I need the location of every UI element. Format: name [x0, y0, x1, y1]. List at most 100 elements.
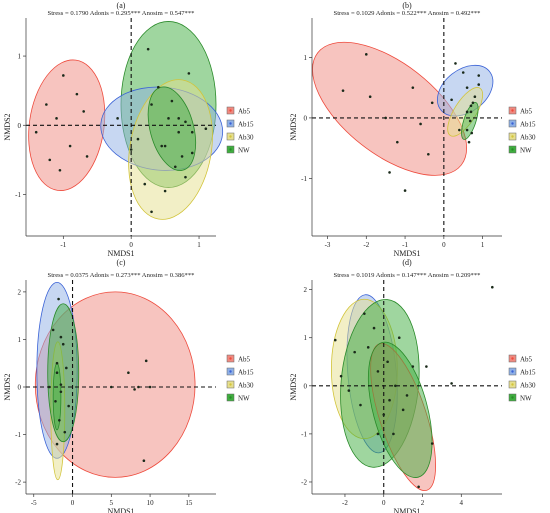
data-point-ab5: [430, 101, 434, 105]
data-point-nw: [55, 371, 59, 375]
data-point-ab30: [150, 210, 153, 214]
legend-label: Ab5: [238, 108, 251, 116]
data-point-ab5: [148, 385, 152, 389]
data-point-nw: [386, 360, 389, 364]
x-tick-label: 4: [460, 499, 464, 507]
data-point-ab30: [163, 189, 167, 193]
data-point-ab5: [491, 285, 494, 289]
y-axis-label: NMDS2: [3, 373, 12, 400]
data-point-nw: [63, 430, 67, 434]
data-point-ab5: [388, 171, 391, 174]
y-tick-label: 1: [18, 53, 22, 61]
x-tick-label: 0: [442, 241, 446, 249]
data-point-ab5: [110, 385, 113, 389]
data-point-ab15: [376, 370, 380, 373]
data-point-nw: [382, 413, 386, 416]
panel-label: (d): [402, 258, 412, 267]
x-tick-label: 0: [71, 499, 75, 507]
data-point-nw: [397, 336, 401, 340]
x-tick-label: 0: [129, 241, 133, 249]
x-tick-label: -5: [31, 499, 37, 507]
x-tick-label: -2: [363, 241, 369, 249]
data-point-nw: [405, 394, 409, 397]
y-tick-label: -1: [15, 431, 21, 439]
legend-label: Ab30: [238, 134, 254, 142]
data-point-ab15: [59, 335, 63, 339]
data-point-ab5: [425, 365, 428, 368]
y-tick-label: 1: [304, 54, 308, 62]
data-point-nw: [468, 119, 472, 123]
data-point-nw: [67, 404, 70, 408]
panel-a: (a)Stress = 0.1790 Adonis = 0.295*** Ano…: [3, 1, 254, 258]
data-point-ab30: [333, 338, 337, 342]
data-point-ab30: [54, 399, 57, 403]
x-tick-label: -1: [60, 241, 66, 249]
legend: Ab5 Ab15 Ab30 NW: [508, 106, 536, 155]
y-tick-label: -2: [15, 479, 21, 487]
y-tick-label: -1: [301, 430, 307, 438]
data-point-ab5: [55, 117, 58, 120]
legend-label: Ab30: [238, 382, 254, 390]
legend-dot-ab30: [229, 135, 232, 138]
data-point-ab5: [403, 189, 407, 192]
legend-dot-ab5: [511, 109, 514, 112]
data-point-ab5: [411, 86, 415, 89]
ellipse-nw: [147, 86, 197, 171]
x-axis-label: NMDS1: [393, 507, 420, 513]
data-point-nw: [471, 101, 475, 105]
data-point-ab5: [137, 385, 140, 389]
data-point-nw: [366, 346, 370, 349]
legend-dot-ab5: [229, 109, 232, 112]
data-point-ab30: [55, 442, 59, 446]
data-point-ab15: [388, 398, 391, 402]
legend-dot-nw: [229, 396, 232, 399]
data-point-nw: [157, 85, 160, 89]
data-point-ab15: [477, 74, 481, 77]
legend-label: Ab15: [520, 369, 536, 377]
data-point-ab5: [34, 130, 38, 134]
data-point-ab30: [347, 389, 351, 392]
legend-dot-nw: [511, 148, 514, 151]
data-point-nw: [187, 72, 191, 75]
legend-dot-ab15: [229, 122, 232, 125]
panel-d: (d) Stress = 0.1019 Adonis = 0.147*** Ano…: [289, 258, 536, 513]
data-point-ab5: [368, 95, 372, 99]
data-point-nw: [376, 432, 380, 436]
legend-label: NW: [238, 395, 250, 403]
data-point-ab5: [127, 371, 130, 375]
legend-dot-ab15: [229, 370, 232, 373]
panel-label: (a): [117, 1, 126, 10]
data-point-ab5: [384, 116, 387, 120]
legend-dot-nw: [511, 396, 514, 399]
data-point-ab5: [48, 158, 52, 162]
data-point-ab15: [372, 326, 376, 330]
data-point-ab30: [465, 110, 469, 114]
data-point-ab5: [45, 103, 48, 106]
data-point-ab5: [341, 89, 345, 92]
data-point-ab30: [184, 175, 187, 179]
data-point-ab30: [173, 165, 177, 169]
legend-dot-ab5: [511, 357, 514, 360]
data-point-ab5: [144, 359, 148, 363]
data-point-ab30: [473, 95, 477, 99]
data-point-nw: [167, 117, 170, 120]
y-axis-label: NMDS2: [289, 113, 298, 140]
y-tick-label: 0: [18, 384, 22, 392]
data-point-nw: [467, 140, 471, 144]
data-point-ab5: [417, 485, 420, 489]
data-point-nw: [469, 110, 473, 114]
data-point-ab15: [461, 71, 465, 74]
data-point-ab5: [58, 168, 62, 172]
data-point-nw: [177, 130, 180, 134]
y-tick-label: 1: [304, 334, 308, 342]
data-point-ab5: [68, 144, 72, 148]
data-point-ab30: [477, 83, 481, 86]
data-point-ab30: [359, 403, 362, 407]
data-point-nw: [65, 366, 68, 370]
ellipse-nw: [47, 303, 80, 443]
legend-label: Ab15: [238, 369, 254, 377]
stats-line: Stress = 0.0375 Adonis = 0.273*** Anosim…: [48, 272, 195, 279]
x-tick-label: -1: [402, 241, 408, 249]
data-point-ab30: [190, 151, 194, 155]
